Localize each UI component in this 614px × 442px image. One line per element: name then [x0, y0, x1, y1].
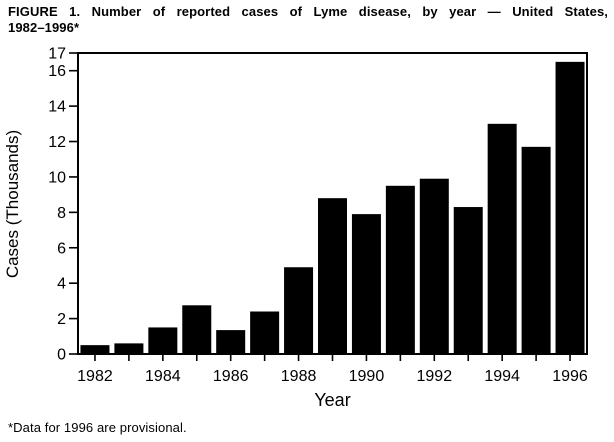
y-tick-label: 10: [48, 169, 66, 186]
bar-1990: [351, 214, 381, 354]
x-tick-label: 1988: [281, 368, 317, 385]
bar-1986: [216, 330, 246, 354]
bar-1995: [521, 146, 551, 354]
y-tick-label: 0: [57, 347, 66, 364]
bar-1984: [148, 327, 178, 354]
y-tick-label: 6: [57, 240, 66, 257]
bar-1982: [80, 345, 110, 354]
x-tick-label: 1992: [417, 368, 453, 385]
y-tick-label: 2: [57, 311, 66, 328]
bar-1989: [318, 198, 347, 354]
x-tick-label: 1996: [552, 368, 588, 385]
bar-1996: [555, 61, 585, 355]
y-tick-label: 16: [48, 63, 66, 80]
y-axis-title: Cases (Thousands): [3, 130, 22, 278]
x-tick-label: 1994: [484, 368, 520, 385]
bar-1992: [419, 178, 449, 354]
x-axis-title: Year: [314, 390, 350, 410]
y-tick-label: 14: [48, 99, 66, 116]
y-tick-label: 8: [57, 205, 66, 222]
bar-1987: [250, 311, 280, 354]
x-tick-label: 1990: [349, 368, 385, 385]
y-tick-label: 4: [57, 276, 66, 293]
figure-footnote: *Data for 1996 are provisional.: [8, 420, 187, 435]
y-tick-label: 12: [48, 134, 66, 151]
figure-title: FIGURE 1. Number of reported cases of Ly…: [8, 4, 608, 36]
bar-1985: [182, 305, 212, 354]
figure-title-line1: FIGURE 1. Number of reported cases of Ly…: [8, 4, 608, 19]
bar-1993: [453, 207, 483, 354]
bar-1991: [385, 185, 415, 354]
bar-1994: [487, 123, 517, 354]
x-tick-label: 1982: [77, 368, 113, 385]
x-tick-label: 1984: [145, 368, 181, 385]
bar-1988: [284, 267, 314, 354]
y-tick-label: 17: [48, 46, 66, 63]
bar-1983: [114, 343, 144, 354]
x-tick-label: 1986: [213, 368, 249, 385]
figure-title-line2: 1982–1996*: [8, 20, 80, 35]
